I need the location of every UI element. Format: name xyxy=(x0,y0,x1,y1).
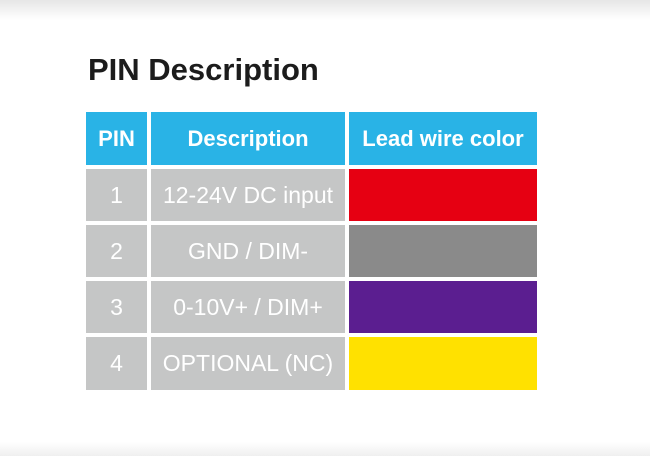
pin-number-cell: 1 xyxy=(86,169,147,221)
page-title: PIN Description xyxy=(88,52,319,87)
pin-number-cell: 2 xyxy=(86,225,147,277)
page-top-shadow xyxy=(0,0,650,20)
header-cell-description: Description xyxy=(151,112,345,165)
lead-wire-color-swatch-purple xyxy=(349,281,537,333)
pin-description-table: PIN Description Lead wire color 1 12-24V… xyxy=(86,112,537,390)
pin-number-cell: 4 xyxy=(86,337,147,390)
pin-description-cell: 0-10V+ / DIM+ xyxy=(151,281,345,333)
lead-wire-color-swatch-gray xyxy=(349,225,537,277)
header-cell-pin: PIN xyxy=(86,112,147,165)
lead-wire-color-swatch-yellow xyxy=(349,337,537,390)
page-bottom-shadow xyxy=(0,442,650,456)
pin-number-cell: 3 xyxy=(86,281,147,333)
pin-description-cell: 12-24V DC input xyxy=(151,169,345,221)
header-cell-lead-wire-color: Lead wire color xyxy=(349,112,537,165)
lead-wire-color-swatch-red xyxy=(349,169,537,221)
pin-description-cell: OPTIONAL (NC) xyxy=(151,337,345,390)
pin-description-cell: GND / DIM- xyxy=(151,225,345,277)
